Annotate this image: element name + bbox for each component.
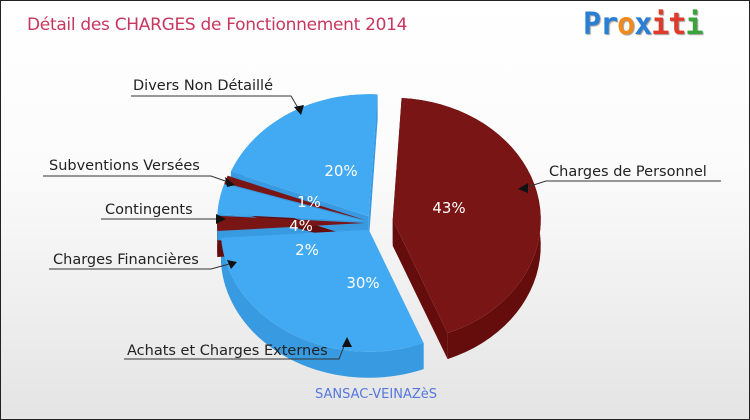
percent-label: 30% xyxy=(346,274,379,292)
percent-label: 2% xyxy=(295,241,319,259)
percent-label: 4% xyxy=(289,217,313,235)
label-contingents: Contingents xyxy=(105,202,193,218)
arrow-icon xyxy=(294,105,304,115)
logo-letter: t xyxy=(668,7,686,42)
slice-side xyxy=(221,237,424,378)
arrow-icon xyxy=(342,337,352,347)
percent-label: 43% xyxy=(432,199,465,217)
slice-charges-de-personnel[interactable] xyxy=(392,98,541,334)
leader-line xyxy=(49,262,234,270)
label-subventions: Subventions Versées xyxy=(49,158,200,174)
slice-divers-non-d-taill-[interactable] xyxy=(230,94,378,217)
arrow-icon xyxy=(227,260,237,269)
percent-label: 20% xyxy=(324,162,357,180)
logo-letter: i xyxy=(685,7,703,42)
slice-charges-financi-res[interactable] xyxy=(217,215,366,232)
logo-letter: r xyxy=(600,7,618,42)
commune-name: SANSAC-VEINAZèS xyxy=(315,387,437,402)
logo-letter: i xyxy=(651,7,669,42)
leader-line xyxy=(43,175,232,184)
label-financieres: Charges Financières xyxy=(53,252,199,268)
percent-label: 1% xyxy=(297,193,321,211)
slice-subventions-vers-es[interactable] xyxy=(224,175,366,221)
arrow-icon xyxy=(518,183,528,193)
slice-contingents[interactable] xyxy=(217,184,366,222)
slice-achats-et-charges-externes[interactable] xyxy=(221,229,424,352)
arrow-icon xyxy=(216,214,226,224)
slice-wall xyxy=(392,219,448,360)
label-divers: Divers Non Détaillé xyxy=(133,78,273,94)
logo-letter: x xyxy=(634,7,652,42)
logo-letter: o xyxy=(617,7,635,42)
proxiti-logo: Proxiti xyxy=(583,7,703,42)
label-personnel: Charges de Personnel xyxy=(549,164,707,180)
slice-wall xyxy=(368,94,378,243)
leader-line xyxy=(131,95,302,114)
arrow-icon xyxy=(225,177,235,187)
chart-title: Détail des CHARGES de Fonctionnement 201… xyxy=(27,15,408,35)
leader-line xyxy=(520,180,721,190)
logo-letter: P xyxy=(583,7,601,42)
label-achats: Achats et Charges Externes xyxy=(127,343,328,359)
